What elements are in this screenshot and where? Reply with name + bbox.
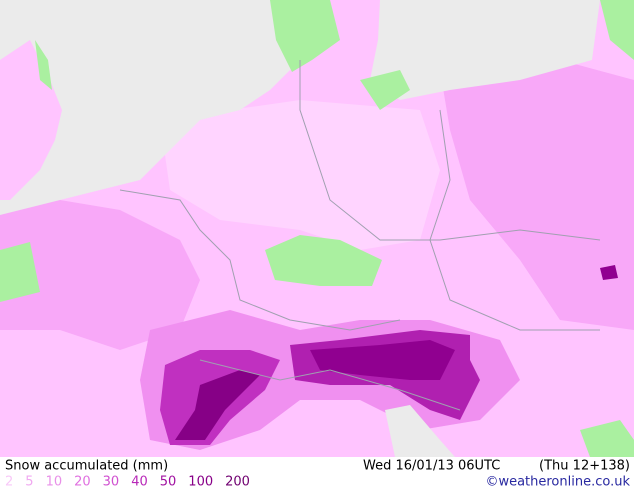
- legend-label: 2: [5, 475, 13, 490]
- sea: [370, 0, 600, 100]
- credit: ©weatheronline.co.uk: [485, 475, 630, 490]
- legend-label: 50: [160, 475, 177, 490]
- legend-label: 30: [103, 475, 120, 490]
- legend-label: 100: [188, 475, 213, 490]
- land-no-snow: [35, 40, 52, 90]
- legend-label: 10: [46, 475, 63, 490]
- map-title: Snow accumulated (mm): [5, 459, 168, 474]
- legend-label: 200: [225, 475, 250, 490]
- country-border: [199, 359, 461, 411]
- legend: 2 5 10 20 30 40 50 100 200: [5, 475, 250, 490]
- field-core: [600, 265, 618, 280]
- valid-time: Wed 16/01/13 06UTC: [363, 459, 500, 474]
- field-medium: [0, 200, 200, 350]
- sea: [0, 0, 300, 215]
- footer: [0, 457, 634, 490]
- legend-label: 40: [131, 475, 148, 490]
- country-border: [299, 60, 601, 241]
- country-border: [119, 189, 401, 331]
- field-core: [310, 340, 455, 380]
- forecast-step: (Thu 12+138): [539, 459, 630, 474]
- legend-label: 20: [74, 475, 91, 490]
- land-no-snow: [270, 0, 340, 72]
- map: [0, 0, 634, 457]
- legend-label: 5: [25, 475, 33, 490]
- land-no-snow: [360, 70, 410, 110]
- land-no-snow: [265, 235, 382, 286]
- country-border: [429, 109, 600, 331]
- field-medium: [440, 60, 634, 330]
- field-light: [160, 100, 440, 250]
- field-core: [175, 370, 260, 440]
- land-no-snow: [600, 0, 634, 60]
- land-no-snow: [0, 242, 40, 302]
- sea: [385, 405, 455, 457]
- land-no-snow: [580, 420, 634, 457]
